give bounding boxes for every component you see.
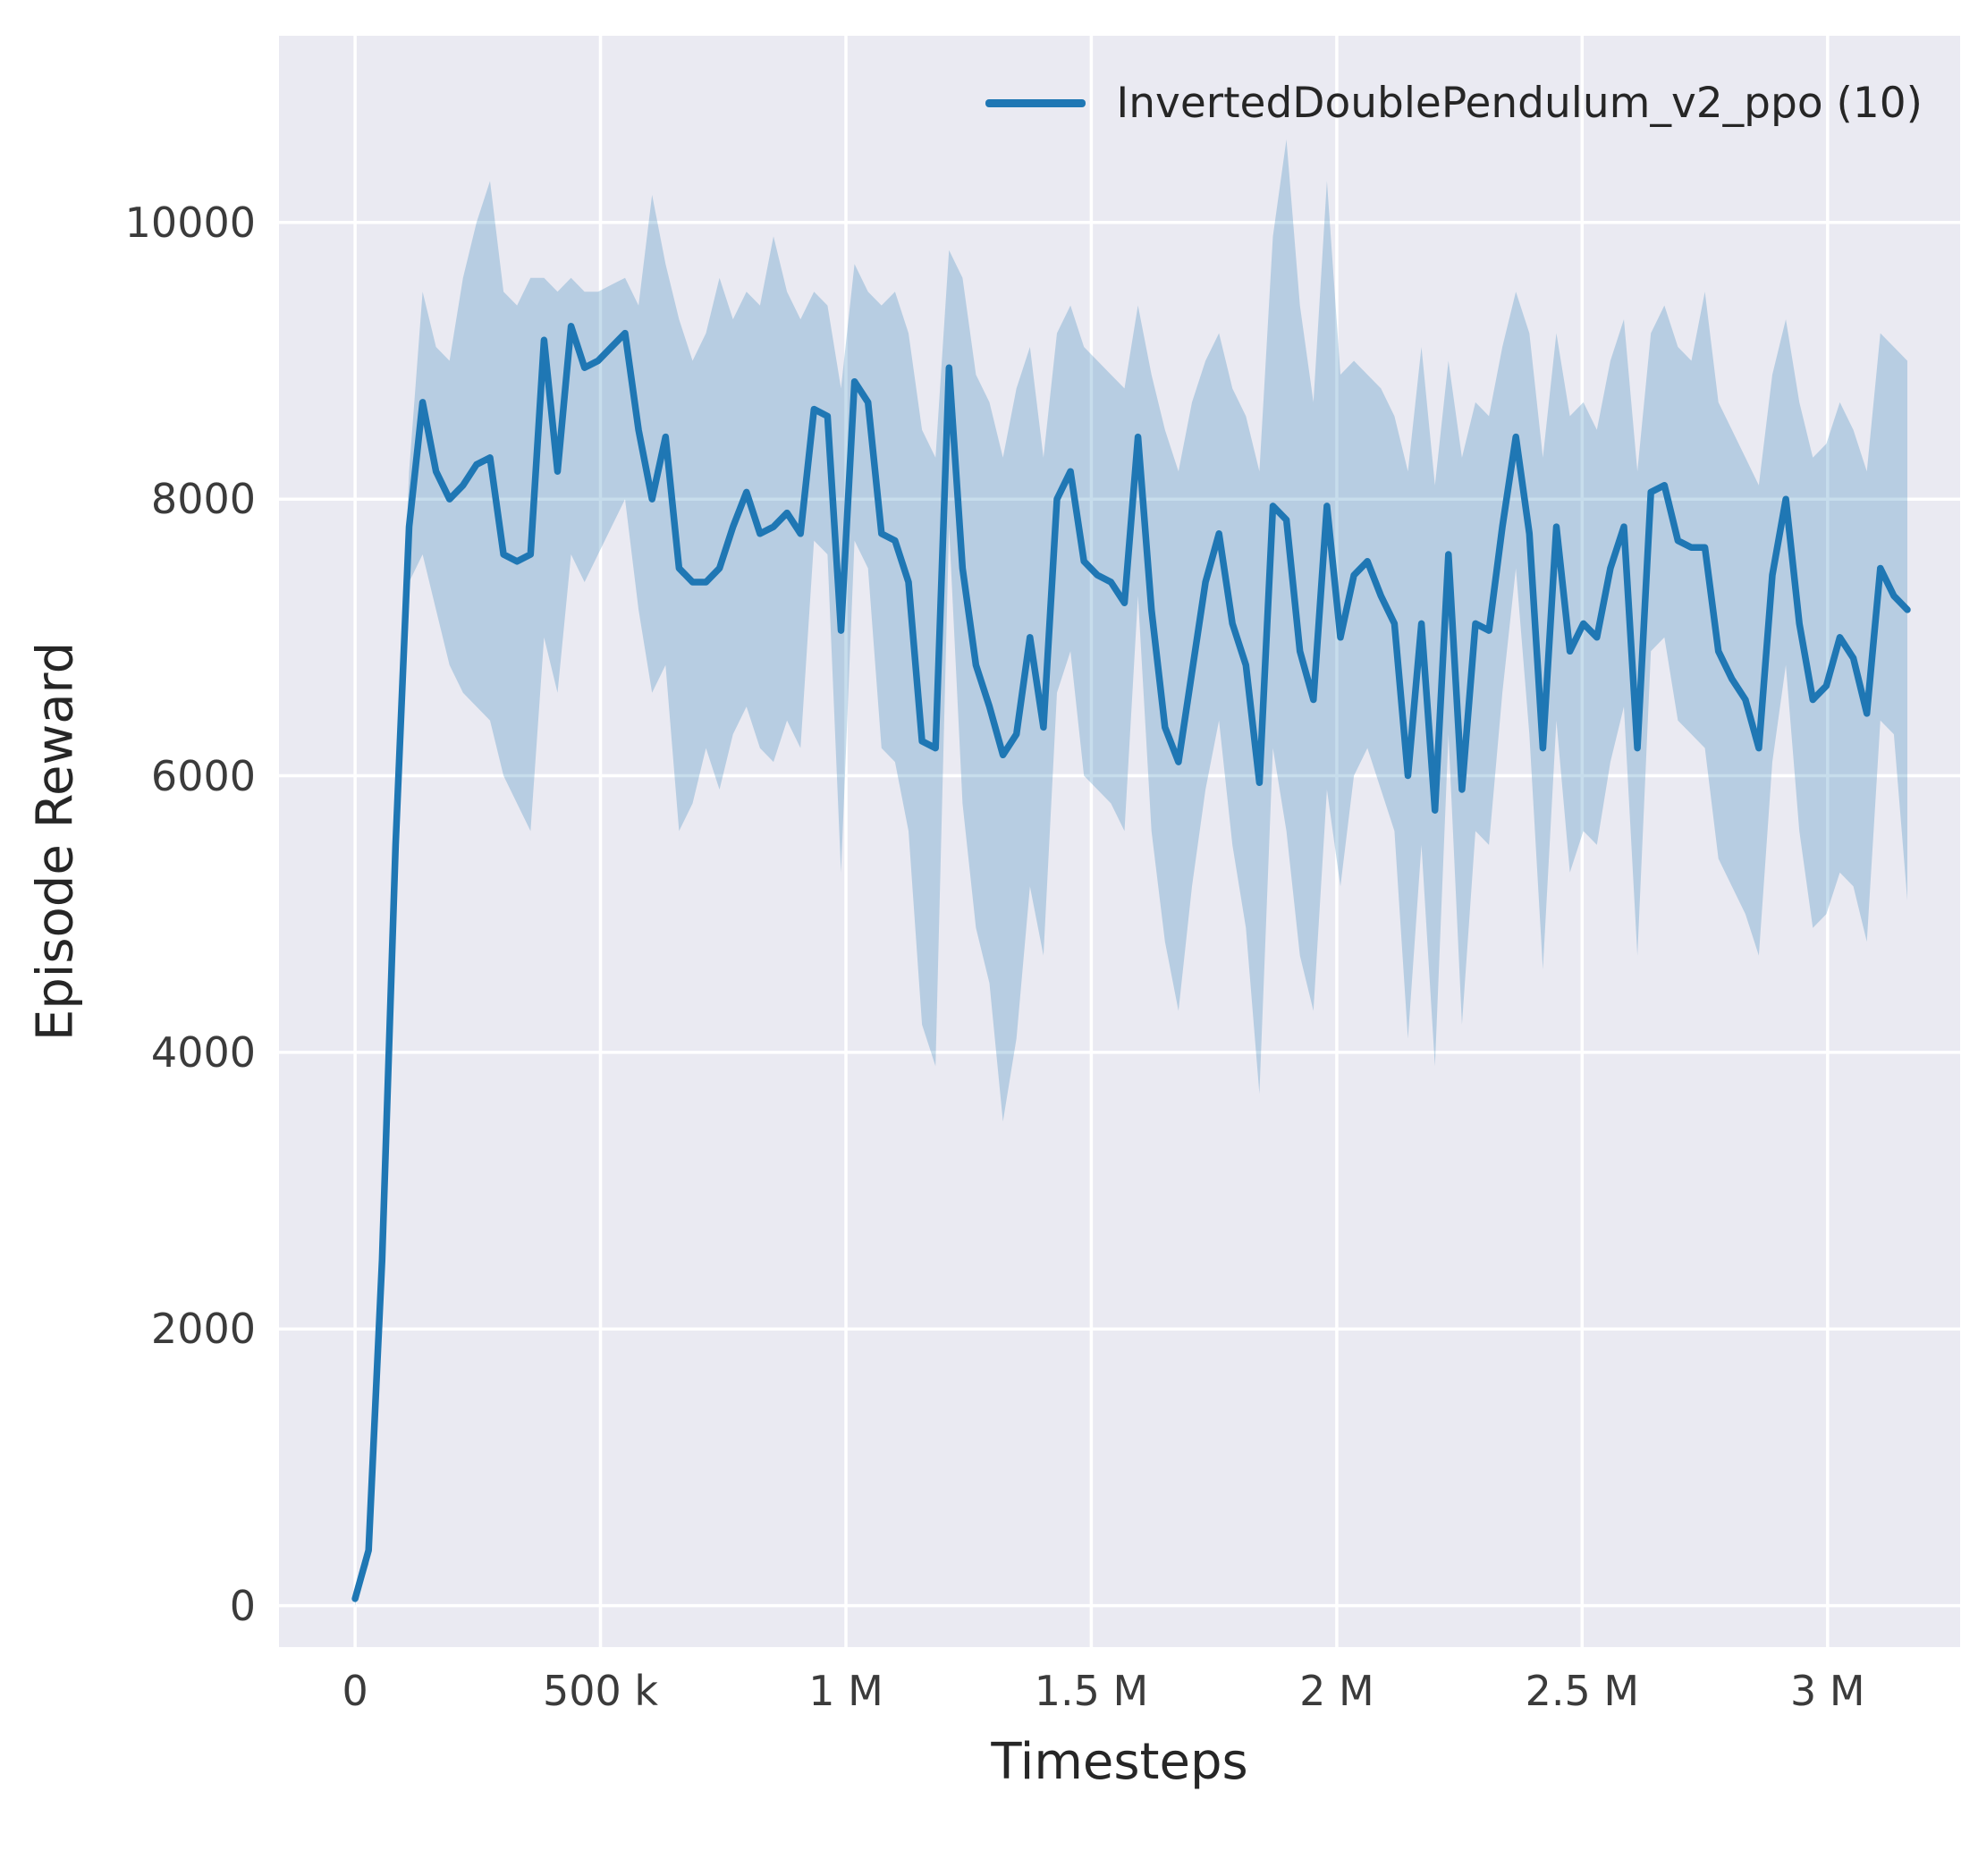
x-tick-label: 1.5 M: [1034, 1667, 1149, 1715]
plot-area: InvertedDoublePendulum_v2_ppo (10): [279, 36, 1960, 1647]
plot-canvas: [279, 36, 1960, 1647]
x-tick-label: 500 k: [543, 1667, 659, 1715]
y-tick-label: 4000: [150, 1027, 256, 1077]
y-axis-label: Episode Reward: [26, 641, 85, 1042]
x-tick-label: 2.5 M: [1525, 1667, 1640, 1715]
legend-series-label: InvertedDoublePendulum_v2_ppo (10): [1116, 79, 1923, 128]
legend: InvertedDoublePendulum_v2_ppo (10): [985, 79, 1923, 128]
y-tick-label: 10000: [124, 198, 256, 247]
y-tick-label: 0: [229, 1581, 256, 1630]
y-tick-label: 8000: [150, 475, 256, 524]
confidence-band: [355, 139, 1908, 1606]
x-tick-label: 1 M: [808, 1667, 883, 1715]
y-tick-label: 2000: [150, 1305, 256, 1354]
mean-line: [351, 323, 1911, 1602]
y-tick-label: 6000: [150, 751, 256, 800]
x-tick-label: 0: [342, 1667, 368, 1715]
legend-line-swatch: [985, 99, 1086, 107]
x-tick-label: 2 M: [1299, 1667, 1374, 1715]
x-axis-label: Timesteps: [991, 1733, 1248, 1791]
x-tick-label: 3 M: [1789, 1667, 1865, 1715]
